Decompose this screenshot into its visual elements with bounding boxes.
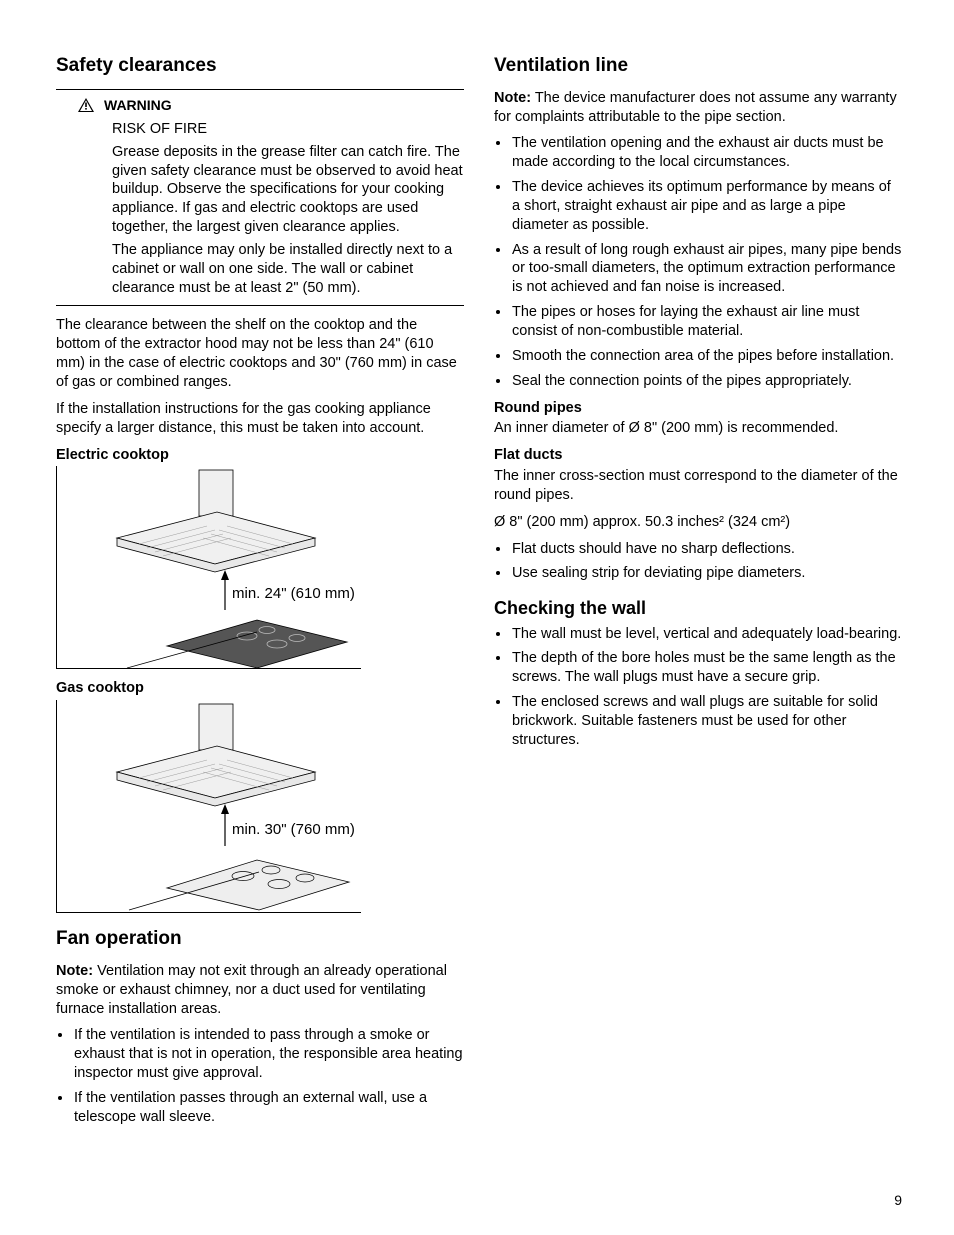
vent-note-label: Note: [494,90,531,106]
gas-cooktop-diagram: min. 30" (760 mm) [56,700,361,913]
round-pipes-label: Round pipes [494,399,902,418]
list-item: The depth of the bore holes must be the … [494,649,902,687]
list-item: Flat ducts should have no sharp deflecti… [494,540,902,559]
gas-cooktop-label: Gas cooktop [56,679,464,698]
list-item: If the ventilation passes through an ext… [56,1089,464,1127]
flat-bullets: Flat ducts should have no sharp deflecti… [494,540,902,584]
flat-ducts-label: Flat ducts [494,446,902,465]
round-pipes-body: An inner diameter of Ø 8" (200 mm) is re… [494,419,902,438]
list-item: The device achieves its optimum performa… [494,178,902,235]
electric-cooktop-diagram: min. 24" (610 mm) [56,466,361,669]
left-column: Safety clearances WARNING RISK OF FIRE G… [56,54,464,1135]
wall-bullets: The wall must be level, vertical and ade… [494,625,902,750]
list-item: Smooth the connection area of the pipes … [494,347,902,366]
fan-note: Note: Ventilation may not exit through a… [56,962,464,1019]
heading-safety-clearances: Safety clearances [56,54,464,79]
list-item: As a result of long rough exhaust air pi… [494,241,902,298]
list-item: Use sealing strip for deviating pipe dia… [494,564,902,583]
flat-ducts-body-2: Ø 8" (200 mm) approx. 50.3 inches² (324 … [494,513,902,532]
list-item: The wall must be level, vertical and ade… [494,625,902,644]
list-item: The ventilation opening and the exhaust … [494,134,902,172]
list-item: The enclosed screws and wall plugs are s… [494,693,902,750]
warning-label: WARNING [104,96,172,114]
flat-ducts-body-1: The inner cross-section must correspond … [494,467,902,505]
heading-ventilation-line: Ventilation line [494,54,902,79]
list-item: The pipes or hoses for laying the exhaus… [494,303,902,341]
vent-note-body: The device manufacturer does not assume … [494,90,897,125]
right-column: Ventilation line Note: The device manufa… [494,54,902,1135]
fan-note-label: Note: [56,963,93,979]
vent-bullets: The ventilation opening and the exhaust … [494,134,902,390]
heading-fan-operation: Fan operation [56,927,464,952]
clearance-text-1: The clearance between the shelf on the c… [56,316,464,391]
warning-text-1: Grease deposits in the grease filter can… [112,143,464,237]
page-number: 9 [894,1191,902,1209]
warning-risk: RISK OF FIRE [112,120,464,139]
warning-triangle-icon [78,98,94,112]
warning-box: WARNING RISK OF FIRE Grease deposits in … [56,89,464,307]
heading-checking-wall: Checking the wall [494,597,902,620]
electric-dim-text: min. 24" (610 mm) [232,585,355,602]
gas-dim-text: min. 30" (760 mm) [232,821,355,838]
electric-cooktop-label: Electric cooktop [56,446,464,465]
fan-note-body: Ventilation may not exit through an alre… [56,963,447,1017]
clearance-text-2: If the installation instructions for the… [56,400,464,438]
vent-note: Note: The device manufacturer does not a… [494,89,902,127]
list-item: If the ventilation is intended to pass t… [56,1026,464,1083]
warning-text-2: The appliance may only be installed dire… [112,241,464,298]
fan-bullets: If the ventilation is intended to pass t… [56,1026,464,1126]
list-item: Seal the connection points of the pipes … [494,372,902,391]
